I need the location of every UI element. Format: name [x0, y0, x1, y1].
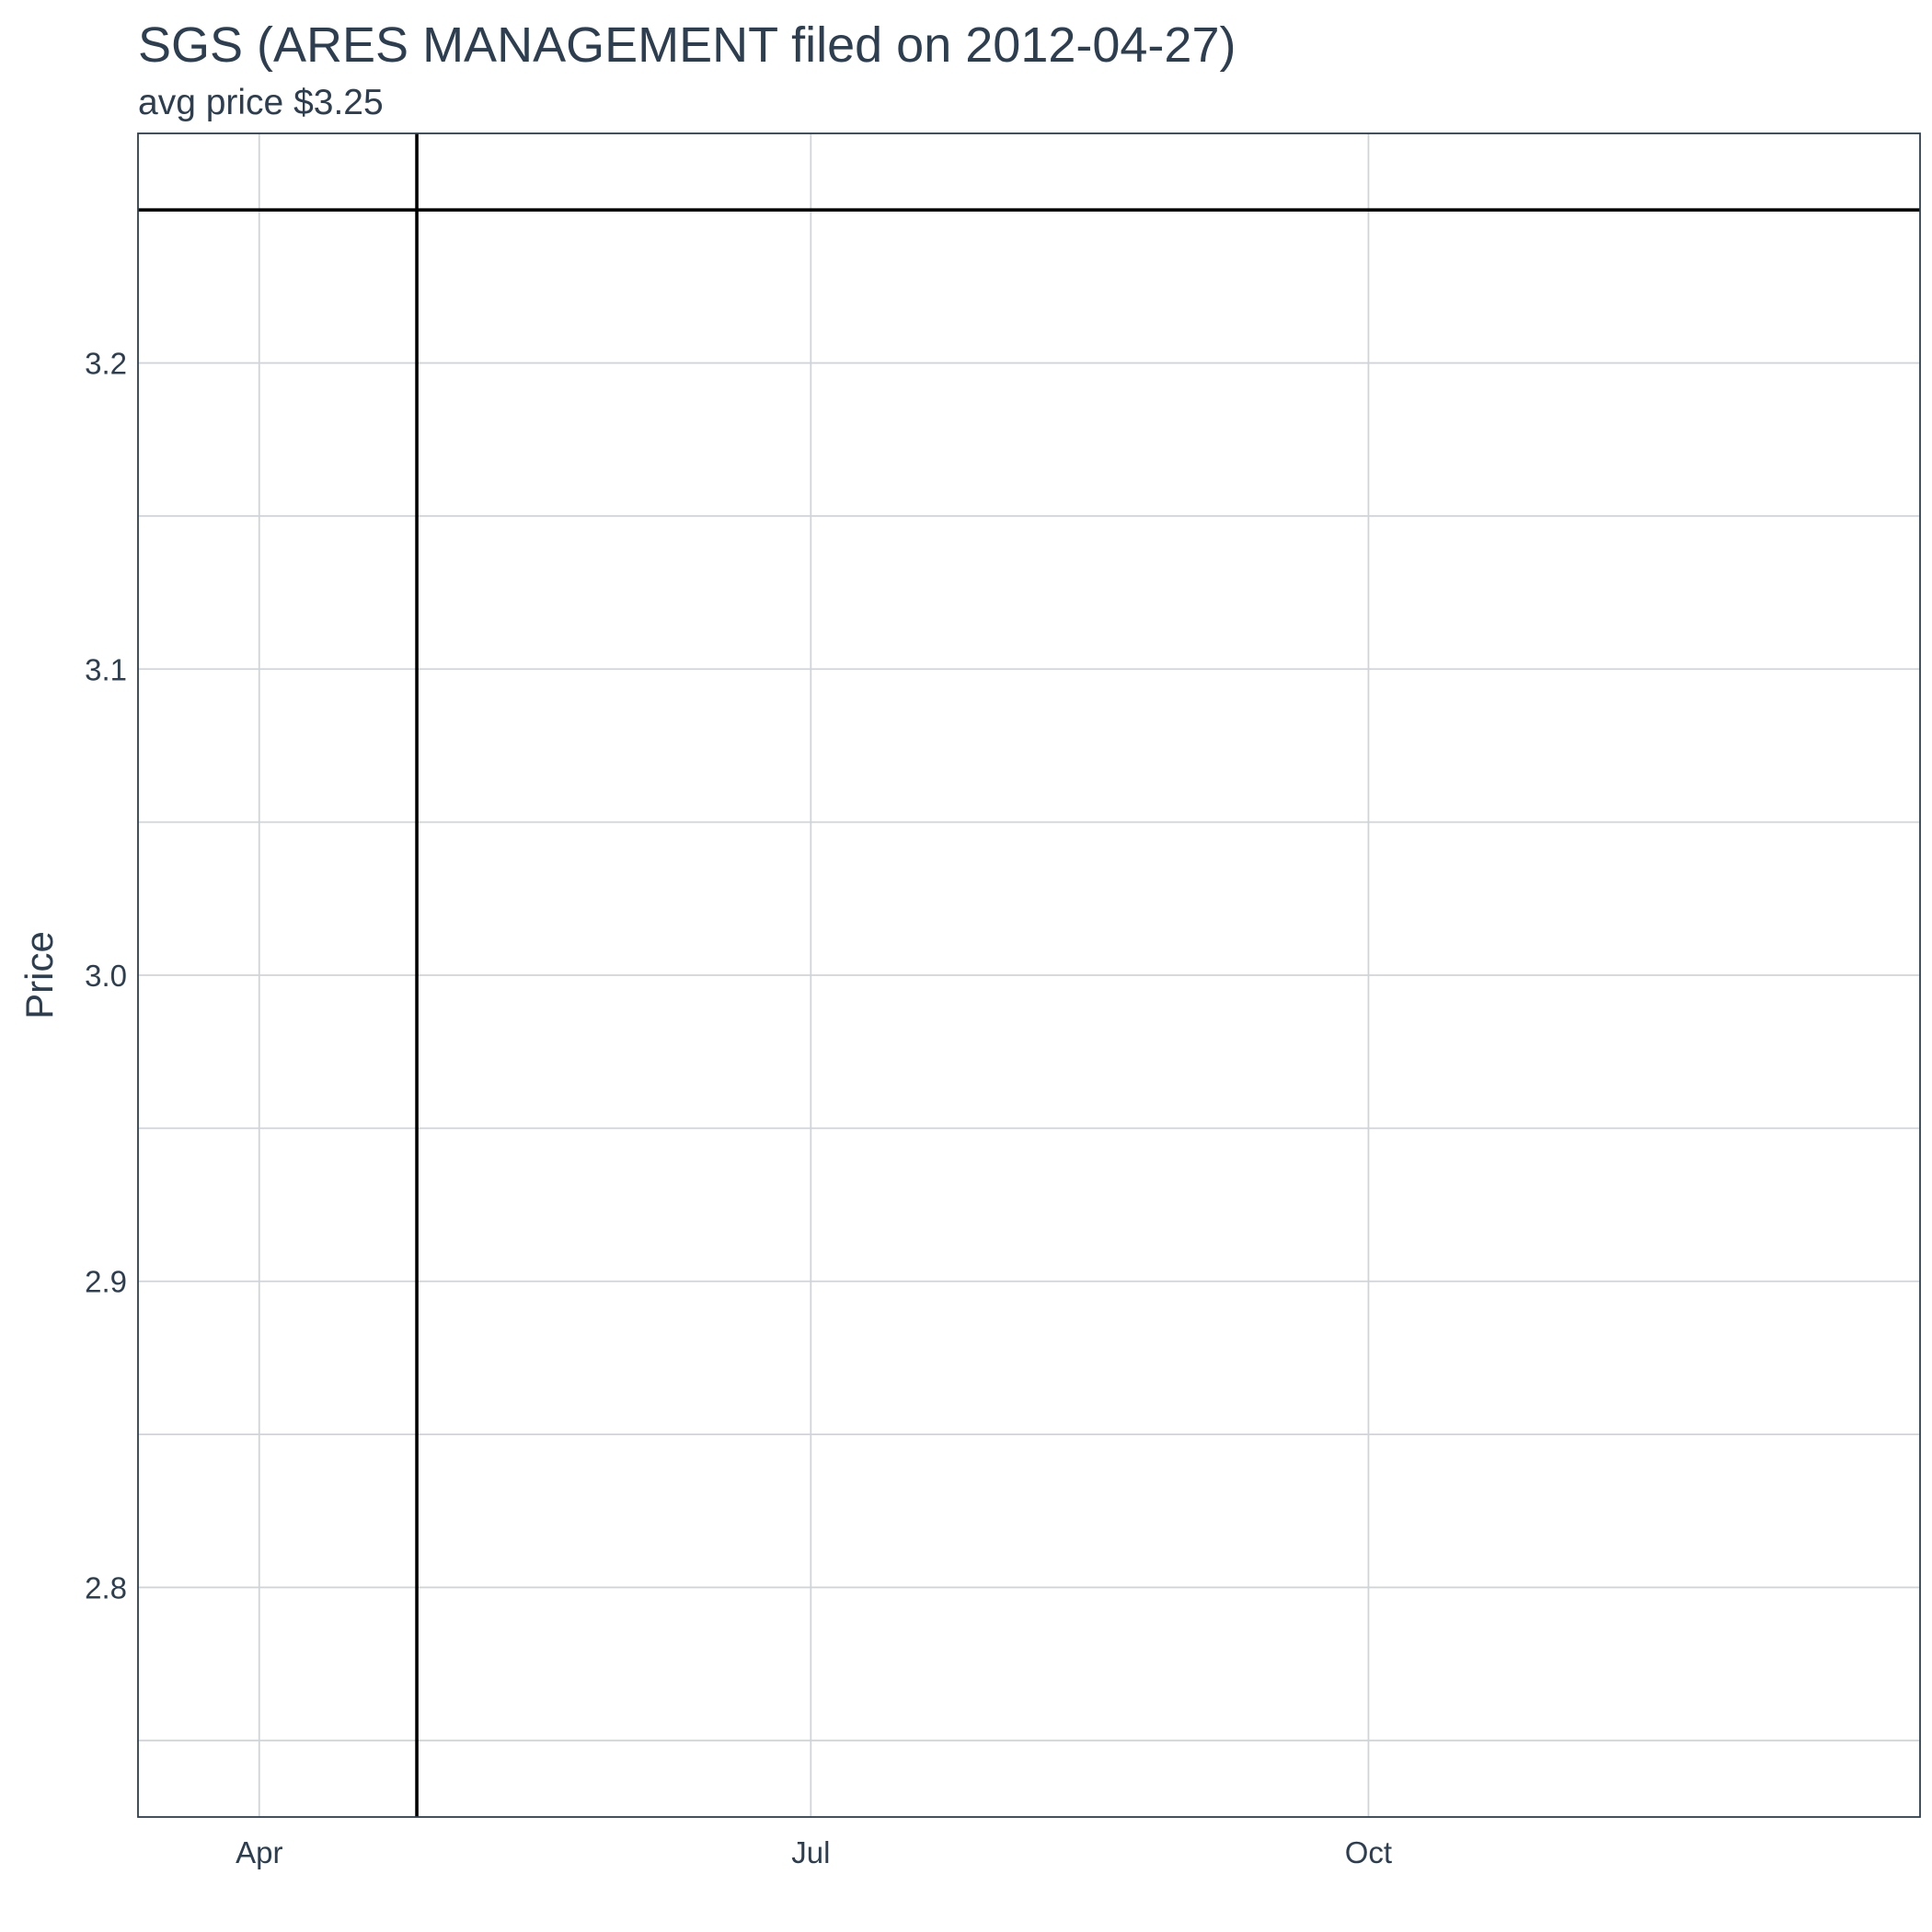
y-tick-label: 3.2	[85, 347, 127, 381]
y-axis-title: Price	[17, 931, 61, 1019]
chart-title: SGS (ARES MANAGEMENT filed on 2012-04-27…	[138, 17, 1236, 73]
y-tick-label: 3.1	[85, 652, 127, 686]
y-axis-ticks: 2.8 2.9 3.0 3.1 3.2	[85, 347, 127, 1605]
y-tick-label: 2.8	[85, 1570, 127, 1604]
chart-subtitle: avg price $3.25	[138, 83, 384, 122]
y-tick-label: 3.0	[85, 959, 127, 993]
plot-panel-border	[137, 132, 1921, 1818]
x-axis-ticks: Apr Jul Oct	[236, 1835, 1392, 1869]
major-grid	[138, 133, 1920, 1817]
y-tick-label: 2.9	[85, 1265, 127, 1299]
x-tick-label: Apr	[236, 1835, 282, 1869]
x-tick-label: Oct	[1345, 1835, 1392, 1869]
reference-lines	[138, 133, 1920, 1817]
x-tick-label: Jul	[791, 1835, 830, 1869]
